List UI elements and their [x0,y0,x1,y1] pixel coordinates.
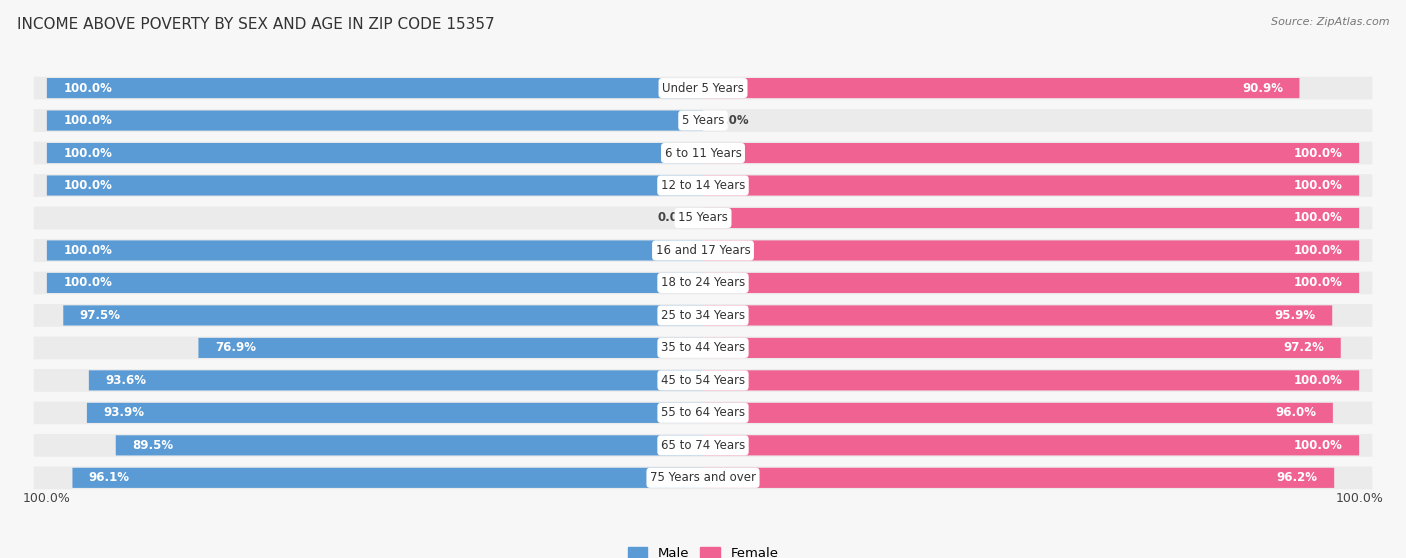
Text: 12 to 14 Years: 12 to 14 Years [661,179,745,192]
FancyBboxPatch shape [34,206,1372,229]
FancyBboxPatch shape [703,468,1334,488]
Text: 35 to 44 Years: 35 to 44 Years [661,341,745,354]
Text: 89.5%: 89.5% [132,439,173,452]
Text: 100.0%: 100.0% [1336,493,1384,506]
FancyBboxPatch shape [703,338,1341,358]
Text: INCOME ABOVE POVERTY BY SEX AND AGE IN ZIP CODE 15357: INCOME ABOVE POVERTY BY SEX AND AGE IN Z… [17,17,495,32]
Text: 93.9%: 93.9% [103,406,145,420]
Text: 93.6%: 93.6% [105,374,146,387]
FancyBboxPatch shape [703,403,1333,423]
FancyBboxPatch shape [703,143,1360,163]
Text: 76.9%: 76.9% [215,341,256,354]
FancyBboxPatch shape [34,304,1372,327]
Text: 45 to 54 Years: 45 to 54 Years [661,374,745,387]
FancyBboxPatch shape [34,272,1372,294]
Text: 96.0%: 96.0% [1275,406,1316,420]
FancyBboxPatch shape [46,78,703,98]
Text: Source: ZipAtlas.com: Source: ZipAtlas.com [1271,17,1389,27]
Text: 100.0%: 100.0% [63,147,112,160]
FancyBboxPatch shape [34,466,1372,489]
FancyBboxPatch shape [34,336,1372,359]
Text: 15 Years: 15 Years [678,211,728,224]
FancyBboxPatch shape [34,434,1372,457]
FancyBboxPatch shape [63,305,703,325]
Text: 97.2%: 97.2% [1284,341,1324,354]
Text: 100.0%: 100.0% [63,244,112,257]
Text: 75 Years and over: 75 Years and over [650,472,756,484]
FancyBboxPatch shape [34,369,1372,392]
Text: 100.0%: 100.0% [22,493,70,506]
Text: 16 and 17 Years: 16 and 17 Years [655,244,751,257]
Text: 100.0%: 100.0% [1294,147,1343,160]
FancyBboxPatch shape [46,273,703,293]
Text: 97.5%: 97.5% [80,309,121,322]
FancyBboxPatch shape [34,109,1372,132]
Text: 100.0%: 100.0% [1294,211,1343,224]
Text: 100.0%: 100.0% [63,81,112,94]
Text: 65 to 74 Years: 65 to 74 Years [661,439,745,452]
Text: 25 to 34 Years: 25 to 34 Years [661,309,745,322]
Text: Under 5 Years: Under 5 Years [662,81,744,94]
FancyBboxPatch shape [703,273,1360,293]
Text: 96.1%: 96.1% [89,472,129,484]
Text: 5 Years: 5 Years [682,114,724,127]
FancyBboxPatch shape [87,403,703,423]
FancyBboxPatch shape [703,305,1333,325]
FancyBboxPatch shape [115,435,703,455]
Text: 100.0%: 100.0% [63,179,112,192]
Text: 100.0%: 100.0% [1294,374,1343,387]
Text: 0.0%: 0.0% [657,211,690,224]
FancyBboxPatch shape [198,338,703,358]
FancyBboxPatch shape [703,435,1360,455]
FancyBboxPatch shape [46,110,703,131]
FancyBboxPatch shape [34,142,1372,165]
FancyBboxPatch shape [34,76,1372,99]
FancyBboxPatch shape [46,143,703,163]
Text: 100.0%: 100.0% [63,114,112,127]
Text: 55 to 64 Years: 55 to 64 Years [661,406,745,420]
Legend: Male, Female: Male, Female [623,541,783,558]
FancyBboxPatch shape [34,402,1372,424]
FancyBboxPatch shape [703,175,1360,196]
Text: 100.0%: 100.0% [1294,179,1343,192]
FancyBboxPatch shape [46,240,703,261]
Text: 18 to 24 Years: 18 to 24 Years [661,276,745,290]
Text: 100.0%: 100.0% [1294,276,1343,290]
Text: 100.0%: 100.0% [1294,244,1343,257]
FancyBboxPatch shape [34,239,1372,262]
Text: 100.0%: 100.0% [63,276,112,290]
Text: 6 to 11 Years: 6 to 11 Years [665,147,741,160]
FancyBboxPatch shape [46,175,703,196]
FancyBboxPatch shape [703,240,1360,261]
FancyBboxPatch shape [34,174,1372,197]
Text: 90.9%: 90.9% [1241,81,1284,94]
FancyBboxPatch shape [703,371,1360,391]
FancyBboxPatch shape [703,78,1299,98]
FancyBboxPatch shape [73,468,703,488]
FancyBboxPatch shape [89,371,703,391]
Text: 95.9%: 95.9% [1275,309,1316,322]
Text: 96.2%: 96.2% [1277,472,1317,484]
FancyBboxPatch shape [703,208,1360,228]
Text: 100.0%: 100.0% [1294,439,1343,452]
Text: 0.0%: 0.0% [716,114,749,127]
